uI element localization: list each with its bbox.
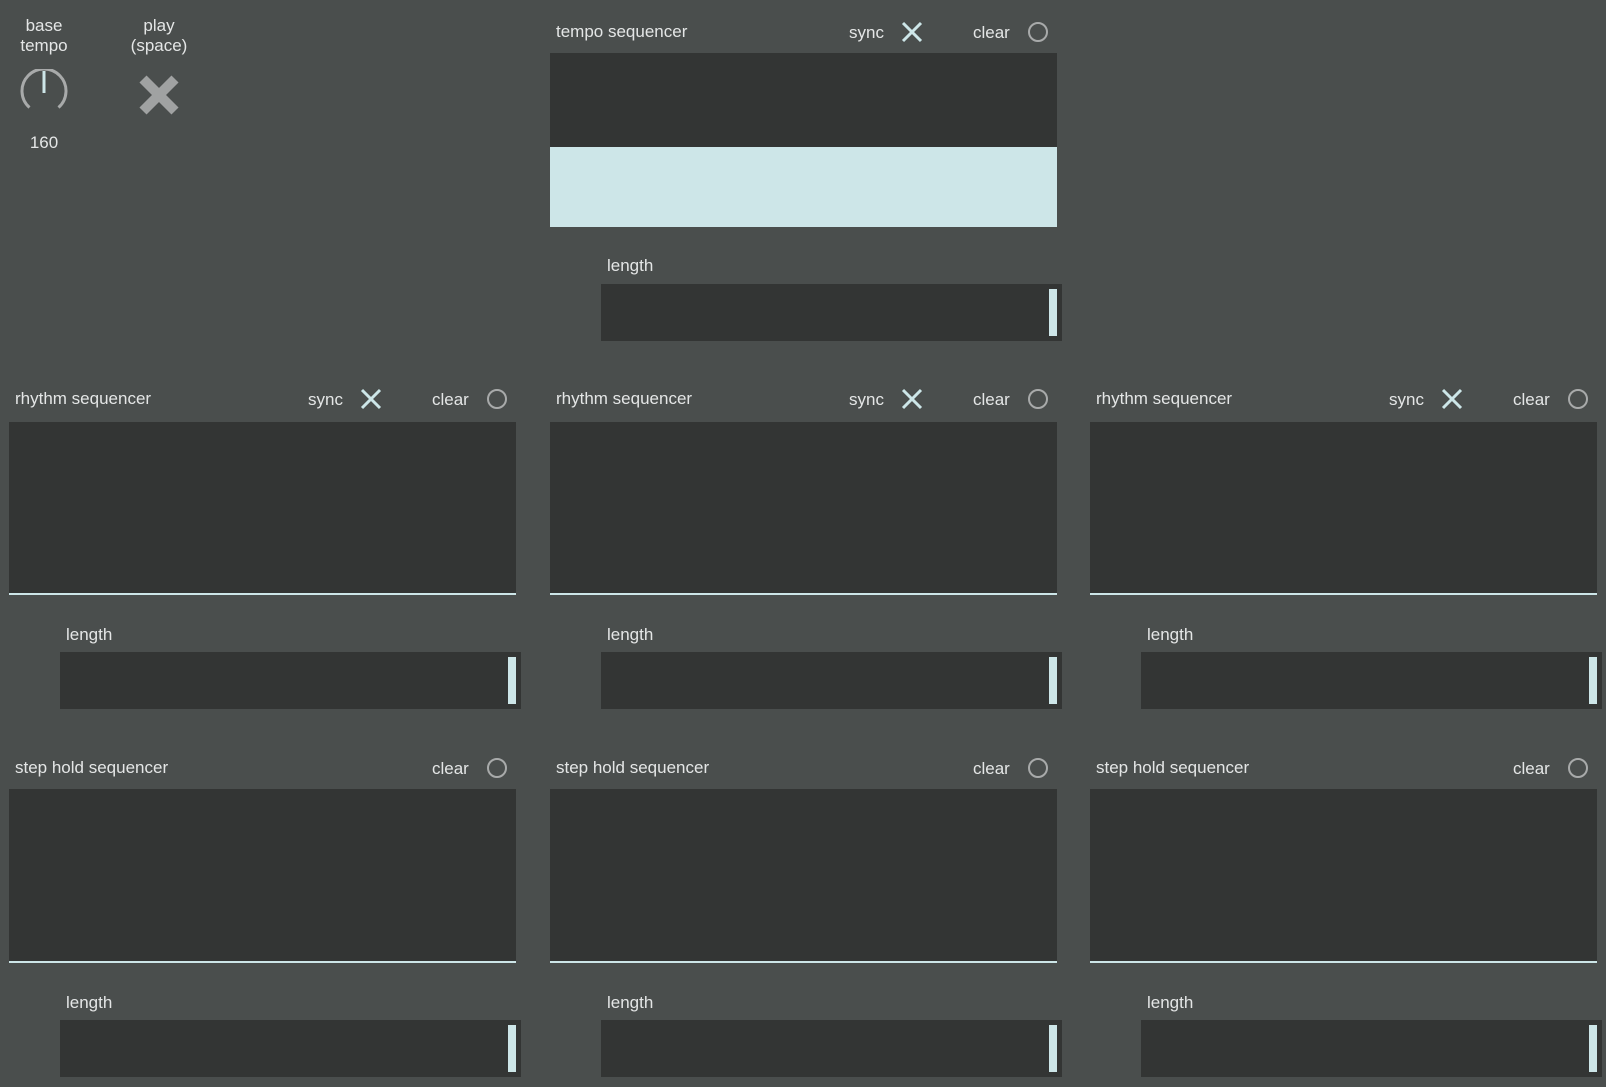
step-baseline (9, 593, 516, 595)
clear-label: clear (973, 23, 1010, 42)
clear-button-circle-icon[interactable] (1028, 758, 1048, 778)
sync-label: sync (849, 390, 884, 409)
length-slider-handle[interactable] (1589, 1025, 1597, 1072)
clear-label: clear (973, 759, 1010, 778)
play-label-line1: play (143, 16, 175, 35)
tempo-sequencer-title: tempo sequencer (556, 22, 688, 41)
clear-label: clear (432, 390, 469, 409)
length-label: length (1147, 993, 1194, 1012)
clear-button-circle-icon[interactable] (487, 389, 507, 409)
length-label: length (1147, 625, 1194, 644)
step-baseline (550, 593, 1057, 595)
length-slider[interactable] (601, 284, 1062, 341)
sync-label: sync (308, 390, 343, 409)
rhythm-sequencer-grid[interactable] (1090, 422, 1597, 595)
length-slider-handle[interactable] (1049, 1025, 1057, 1072)
clear-button-circle-icon[interactable] (1568, 758, 1588, 778)
length-label: length (607, 993, 654, 1012)
rhythm-sequencer-grid[interactable] (550, 422, 1057, 595)
clear-button-circle-icon[interactable] (487, 758, 507, 778)
length-slider-handle[interactable] (1049, 657, 1057, 704)
play-toggle-x-icon[interactable] (139, 75, 179, 115)
clear-label: clear (1513, 759, 1550, 778)
sync-checkbox-x-icon[interactable] (1441, 388, 1463, 410)
step-hold-sequencer-grid[interactable] (1090, 789, 1597, 963)
length-slider[interactable] (601, 652, 1062, 709)
base-tempo-label-line1: base (25, 16, 63, 35)
length-slider-handle[interactable] (1589, 657, 1597, 704)
base-tempo-label-line2: tempo (20, 36, 68, 55)
length-label: length (66, 993, 113, 1012)
step-hold-sequencer-title: step hold sequencer (556, 758, 710, 777)
clear-button-circle-icon[interactable] (1028, 389, 1048, 409)
step-hold-sequencer-grid[interactable] (9, 789, 516, 963)
rhythm-sequencer-title: rhythm sequencer (15, 389, 152, 408)
length-slider[interactable] (601, 1020, 1062, 1077)
step-hold-sequencer-title: step hold sequencer (1096, 758, 1250, 777)
clear-label: clear (1513, 390, 1550, 409)
sync-checkbox-x-icon[interactable] (901, 388, 923, 410)
clear-label: clear (432, 759, 469, 778)
rhythm-sequencer-title: rhythm sequencer (556, 389, 693, 408)
length-label: length (607, 256, 654, 275)
tempo-step-bar[interactable] (550, 147, 1057, 227)
length-slider[interactable] (60, 1020, 521, 1077)
clear-button-circle-icon[interactable] (1028, 22, 1048, 42)
sync-label: sync (849, 23, 884, 42)
sync-checkbox-x-icon[interactable] (901, 21, 923, 43)
step-hold-sequencer-title: step hold sequencer (15, 758, 169, 777)
step-baseline (9, 961, 516, 963)
length-slider-handle[interactable] (1049, 289, 1057, 336)
length-slider[interactable] (60, 652, 521, 709)
rhythm-sequencer-grid[interactable] (9, 422, 516, 595)
length-label: length (607, 625, 654, 644)
step-hold-sequencer-grid[interactable] (550, 789, 1057, 963)
step-baseline (1090, 593, 1597, 595)
base-tempo-knob[interactable] (20, 69, 68, 117)
sync-label: sync (1389, 390, 1424, 409)
sync-checkbox-x-icon[interactable] (360, 388, 382, 410)
play-label-line2: (space) (130, 36, 188, 55)
play-label: play (space) (131, 16, 188, 56)
length-label: length (66, 625, 113, 644)
base-tempo-label: base tempo (20, 16, 67, 56)
step-baseline (550, 961, 1057, 963)
clear-label: clear (973, 390, 1010, 409)
rhythm-sequencer-title: rhythm sequencer (1096, 389, 1233, 408)
length-slider[interactable] (1141, 1020, 1602, 1077)
clear-button-circle-icon[interactable] (1568, 389, 1588, 409)
length-slider-handle[interactable] (508, 657, 516, 704)
length-slider-handle[interactable] (508, 1025, 516, 1072)
step-baseline (1090, 961, 1597, 963)
length-slider[interactable] (1141, 652, 1602, 709)
base-tempo-value: 160 (29, 133, 59, 152)
